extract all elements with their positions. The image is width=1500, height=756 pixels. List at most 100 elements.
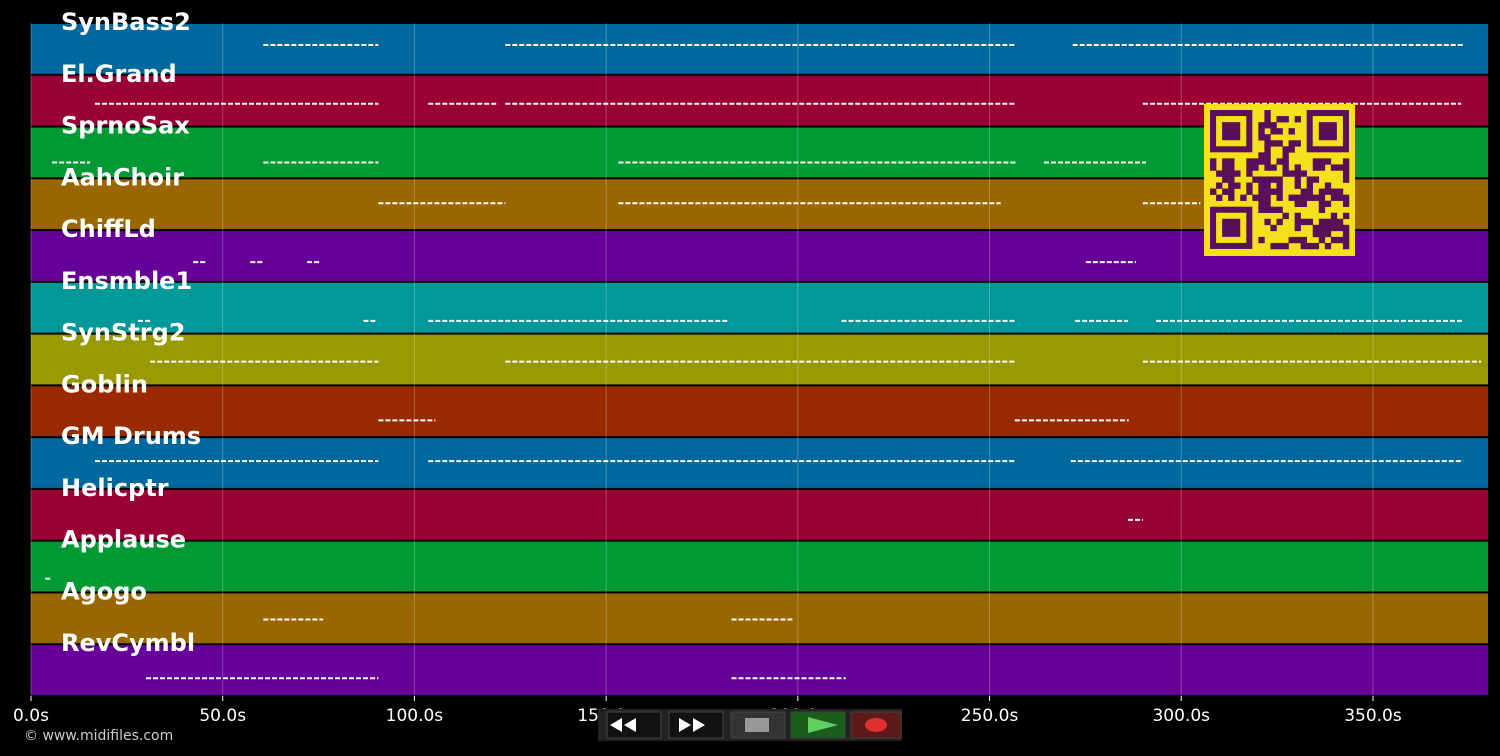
qr-module [1270, 242, 1277, 250]
qr-module [1210, 158, 1217, 165]
qr-module [1342, 164, 1350, 171]
track-lane [31, 593, 1488, 644]
track-name: AahChoir [61, 163, 184, 191]
qr-module [1270, 128, 1277, 135]
qr-module [1306, 188, 1314, 195]
labels: SynBass2 El.Grand SprnoSax AahChoir ChiffLd E… [61, 8, 201, 657]
qr-module [1264, 182, 1271, 189]
qr-module [1258, 122, 1265, 129]
qr-module [1276, 218, 1283, 226]
x-tick-label: 0.0s [13, 706, 49, 726]
qr-module [1228, 194, 1235, 201]
qr-module [1228, 170, 1235, 177]
qr-module [1276, 194, 1283, 201]
record-button[interactable] [850, 711, 902, 739]
forward-button[interactable] [668, 711, 724, 739]
qr-module [1306, 218, 1314, 226]
qr-module [1300, 242, 1307, 250]
qr-module [1306, 182, 1314, 189]
qr-module [1324, 218, 1332, 226]
qr-module [1336, 218, 1344, 226]
qr-module [1330, 224, 1338, 232]
qr-module [1246, 188, 1253, 195]
qr-module [1270, 188, 1277, 195]
qr-module [1270, 164, 1277, 171]
qr-module [1342, 230, 1350, 238]
qr-module [1312, 194, 1320, 201]
qr-module [1270, 140, 1277, 147]
qr-module [1342, 242, 1350, 250]
qr-module [1228, 176, 1235, 183]
rewind-button[interactable] [606, 711, 662, 739]
qr-module [1282, 152, 1289, 159]
track-lane [31, 282, 1488, 333]
qr-module [1342, 200, 1350, 207]
qr-module [1288, 236, 1295, 244]
qr-module [1294, 182, 1301, 189]
qr-module [1258, 128, 1265, 135]
track-name: El.Grand [61, 60, 177, 88]
track-name: ChiffLd [61, 215, 156, 243]
qr-module [1222, 164, 1229, 171]
qr-module [1318, 224, 1326, 232]
qr-module [1288, 194, 1295, 201]
qr-module [1258, 134, 1265, 141]
qr-module [1294, 212, 1301, 220]
qr-module [1264, 218, 1271, 226]
qr-module [1336, 224, 1344, 232]
qr-module [1222, 188, 1229, 195]
x-tick-label: 250.0s [961, 706, 1019, 726]
qr-module [1318, 188, 1326, 195]
qr-module [1324, 224, 1332, 232]
qr-module [1312, 224, 1320, 232]
qr-module [1342, 176, 1350, 183]
qr-module [1246, 158, 1253, 165]
qr-module [1294, 194, 1301, 201]
stop-button[interactable] [730, 711, 786, 739]
qr-module [1264, 152, 1271, 159]
qr-module [1228, 164, 1235, 171]
qr-module [1216, 182, 1223, 189]
track-name: Goblin [61, 370, 148, 398]
qr-module [1300, 188, 1307, 195]
forward-icon [679, 718, 705, 732]
qr-module [1318, 164, 1326, 171]
track-name: Applause [61, 526, 186, 554]
qr-module [1258, 236, 1265, 244]
qr-module [1324, 230, 1332, 238]
qr-module [1294, 224, 1301, 232]
track-name: SynBass2 [61, 8, 191, 36]
track-lane [31, 645, 1488, 695]
qr-module [1240, 194, 1247, 201]
qr-module [1276, 176, 1283, 183]
qr-module [1294, 218, 1301, 226]
qr-module [1318, 194, 1326, 201]
qr-module [1228, 188, 1235, 195]
qr-module [1342, 224, 1350, 232]
x-tick-label: 350.0s [1344, 706, 1402, 726]
qr-module [1264, 110, 1271, 117]
qr-module [1264, 122, 1271, 129]
qr-module [1252, 164, 1259, 171]
qr-module [1336, 164, 1344, 171]
track-lane [31, 489, 1488, 540]
qr-module [1258, 152, 1265, 159]
qr-module [1222, 158, 1229, 165]
qr-module [1288, 128, 1295, 135]
qr-module [1330, 188, 1338, 195]
qr-module [1276, 182, 1283, 189]
qr-module [1294, 116, 1301, 123]
qr-module [1270, 206, 1277, 214]
qr-module [1342, 194, 1350, 201]
qr-module [1282, 212, 1289, 220]
play-button[interactable] [790, 711, 846, 739]
qr-module [1252, 176, 1259, 183]
qr-module [1210, 164, 1217, 171]
grid [30, 23, 1374, 696]
qr-module [1324, 158, 1332, 165]
qr-module [1258, 188, 1265, 195]
track-name: Helicptr [61, 474, 169, 502]
qr-module [1288, 146, 1295, 153]
track-name: GM Drums [61, 422, 201, 450]
qr-module [1294, 236, 1301, 244]
